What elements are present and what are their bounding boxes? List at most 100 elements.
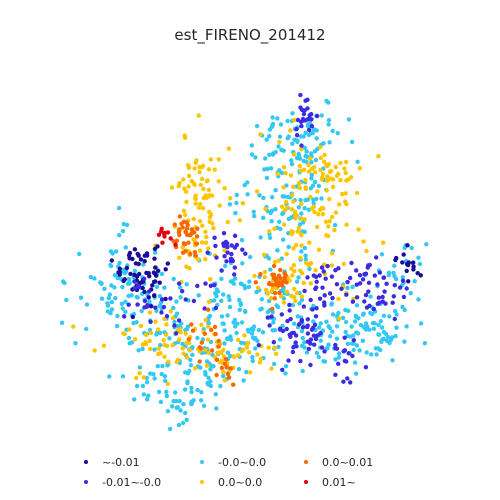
scatter-point-468 (276, 344, 281, 350)
scatter-point-426 (322, 359, 328, 364)
scatter-point-1326 (145, 303, 150, 308)
scatter-point-860 (258, 132, 263, 137)
scatter-point-1457 (212, 324, 218, 330)
scatter-point-1310 (191, 298, 197, 304)
scatter-point-1241 (312, 342, 317, 347)
scatter-point-64 (326, 122, 331, 127)
scatter-point-1081 (187, 266, 192, 271)
scatter-point-328 (171, 305, 176, 311)
scatter-point-975 (170, 315, 176, 321)
scatter-point-1485 (173, 242, 178, 247)
scatter-point-597 (204, 359, 210, 364)
scatter-point-1209 (376, 295, 381, 300)
scatter-point-1208 (392, 316, 397, 322)
scatter-point-1142 (135, 251, 140, 257)
scatter-point-1205 (377, 300, 382, 305)
scatter-point-1078 (208, 277, 213, 282)
scatter-point-671 (108, 311, 113, 316)
scatter-point-437 (274, 303, 279, 308)
scatter-point-984 (181, 351, 186, 356)
scatter-point-571 (163, 378, 168, 383)
scatter-point-584 (188, 363, 194, 368)
scatter-point-1389 (363, 365, 369, 370)
scatter-point-803 (302, 217, 308, 222)
scatter-point-1470 (197, 359, 202, 364)
scatter-point-104 (227, 202, 233, 207)
scatter-point-1436 (270, 306, 275, 312)
scatter-point-1026 (222, 378, 227, 383)
scatter-point-1328 (172, 323, 177, 328)
scatter-point-949 (147, 338, 152, 343)
scatter-point-1283 (232, 265, 237, 270)
scatter-point-71 (267, 133, 272, 139)
scatter-point-611 (246, 329, 251, 334)
scatter-point-814 (296, 225, 301, 231)
scatter-point-1115 (144, 251, 150, 256)
scatter-point-348 (99, 296, 105, 301)
scatter-point-56 (314, 128, 319, 133)
scatter-point-755 (184, 199, 189, 205)
scatter-point-515 (387, 314, 392, 319)
scatter-point-1218 (391, 294, 396, 299)
scatter-point-1292 (221, 241, 226, 246)
scatter-point-724 (216, 179, 221, 184)
scatter-point-1298 (232, 272, 237, 277)
scatter-point-1305 (232, 245, 238, 250)
scatter-point-1131 (153, 265, 158, 270)
scatter-point-816 (312, 209, 317, 215)
scatter-point-253 (162, 285, 167, 290)
scatter-point-1057 (301, 280, 306, 286)
scatter-point-569 (203, 372, 208, 377)
scatter-point-1272 (279, 312, 284, 317)
scatter-point-879 (272, 226, 277, 231)
scatter-point-954 (122, 331, 127, 337)
scatter-point-132 (233, 210, 238, 216)
scatter-point-861 (336, 296, 341, 302)
scatter-point-970 (164, 322, 169, 327)
scatter-point-564 (250, 354, 255, 360)
scatter-point-848 (297, 180, 302, 186)
scatter-point-904 (376, 154, 381, 159)
scatter-point-1307 (135, 302, 140, 307)
scatter-point-839 (281, 222, 287, 227)
scatter-point-682 (98, 280, 103, 285)
scatter-point-1249 (280, 328, 286, 334)
scatter-point-554 (206, 375, 211, 380)
scatter-point-980 (177, 327, 183, 332)
scatter-point-293 (109, 307, 115, 312)
scatter-point-1334 (153, 305, 158, 310)
scatter-point-668 (117, 233, 122, 238)
scatter-point-84 (326, 118, 332, 123)
scatter-point-1111 (163, 267, 168, 272)
scatter-point-808 (291, 199, 296, 204)
scatter-point-963 (148, 330, 154, 336)
scatter-point-1428 (277, 290, 282, 295)
scatter-point-1321 (159, 310, 164, 315)
legend-item-1: ~-0.01 (84, 456, 140, 469)
scatter-point-1206 (371, 306, 376, 312)
scatter-point-694 (400, 275, 405, 280)
scatter-point-1052 (272, 259, 278, 265)
scatter-point-1378 (336, 361, 341, 366)
scatter-point-1169 (315, 113, 320, 119)
scatter-point-1177 (366, 280, 372, 285)
scatter-point-1477 (222, 361, 228, 366)
legend-item-4: 0.0~0.0 (200, 476, 262, 489)
scatter-point-78 (326, 100, 331, 105)
scatter-point-967 (101, 343, 107, 348)
scatter-point-659 (121, 221, 127, 227)
scatter-point-163 (279, 256, 284, 261)
scatter-point-645 (173, 390, 178, 395)
scatter-point-375 (126, 277, 132, 282)
scatter-point-505 (361, 324, 366, 330)
scatter-point-1048 (299, 294, 305, 299)
scatter-point-647 (199, 390, 204, 395)
scatter-point-196 (225, 313, 230, 318)
scatter-point-529 (174, 311, 180, 316)
scatter-point-98 (258, 235, 263, 240)
scatter-point-1424 (193, 253, 198, 258)
scatter-point-850 (290, 193, 295, 198)
scatter-point-1365 (401, 252, 406, 257)
scatter-point-732 (197, 169, 202, 175)
scatter-point-960 (206, 299, 212, 304)
